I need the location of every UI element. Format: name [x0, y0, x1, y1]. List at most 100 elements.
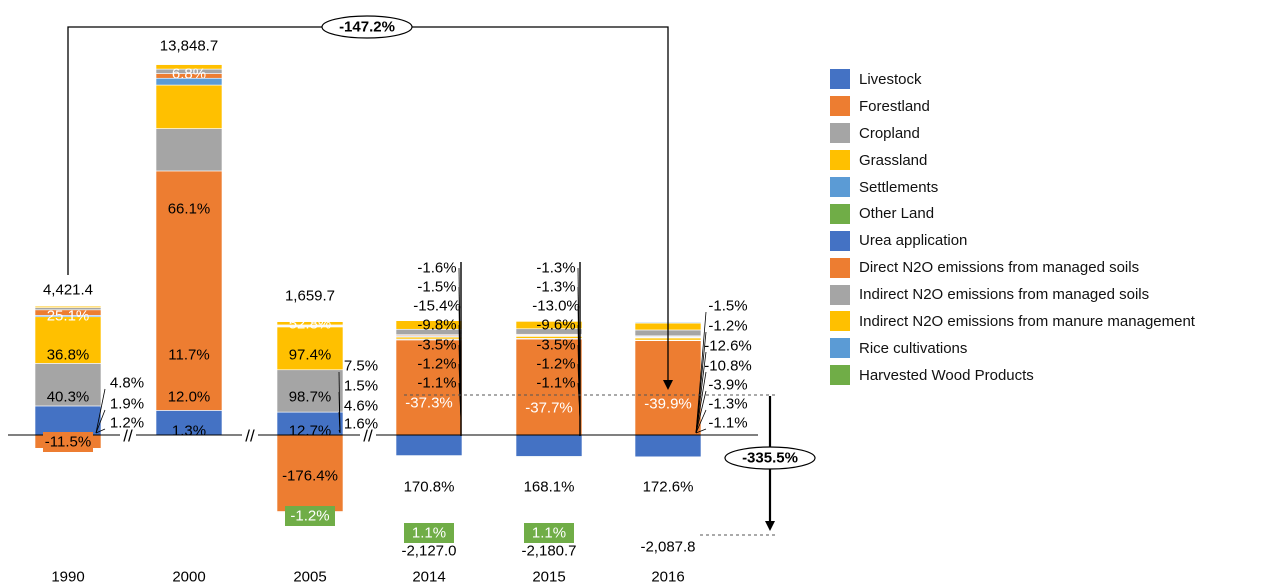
legend-item-settlements: Settlements [830, 174, 1260, 201]
side-label-1990: 1.9% [110, 396, 144, 413]
bar-2015-forestland [515, 338, 583, 436]
bar-2005-indirect-n2o-emissions-from-manure-management [276, 321, 344, 326]
bar-label-2000: 12.0% [168, 389, 211, 406]
total-label-2000: 13,848.7 [160, 38, 218, 55]
axis-break-mark: // [123, 427, 133, 446]
side-label-2014: -1.6% [417, 260, 456, 277]
legend-item-rice-cultivations: Rice cultivations [830, 335, 1260, 362]
bar-2014-forestland [395, 339, 463, 436]
side-label-2005: 4.6% [344, 398, 378, 415]
x-tick-label-2015: 2015 [532, 569, 565, 586]
x-tick-label-2000: 2000 [172, 569, 205, 586]
bar-2016-livestock [634, 434, 702, 458]
legend-swatch [830, 123, 850, 144]
bar-label-2016: 172.6% [643, 479, 694, 496]
bar-label-2014: -37.3% [405, 395, 453, 412]
legend-item-grassland: Grassland [830, 147, 1260, 174]
legend-label: Urea application [859, 232, 968, 250]
bar-2015-harvested-wood-products [515, 456, 583, 459]
legend-label: Forestland [859, 97, 930, 115]
bar-label-1990: 36.8% [47, 347, 90, 364]
side-label-2015: -13.0% [532, 298, 580, 315]
bar-label-2014: 1.1% [412, 525, 446, 542]
bar-label-1990: -11.5% [45, 434, 91, 451]
bar-label-bg [524, 523, 574, 543]
legend-item-other-land: Other Land [830, 200, 1260, 227]
legend-label: Cropland [859, 124, 920, 142]
legend-swatch [830, 365, 850, 386]
side-label-2005: 1.6% [344, 416, 378, 433]
side-label-2015: -3.5% [536, 337, 575, 354]
total-label-2016: -2,087.8 [640, 539, 695, 556]
bar-label-1990: 40.3% [47, 389, 90, 406]
side-label-2016: -1.5% [708, 298, 747, 315]
side-label-2014: -1.5% [417, 279, 456, 296]
side-label-2014: -15.4% [413, 298, 461, 315]
bar-label-2005: 97.4% [289, 347, 332, 364]
bar-1990-grassland [34, 316, 102, 364]
side-label-2014: -3.5% [417, 337, 456, 354]
bar-label-2016: -39.9% [644, 396, 692, 413]
leader-line [695, 331, 707, 434]
bar-label-2000: 6.8% [172, 66, 206, 83]
legend-item-indirect-n2o-emissions-from-managed-soils: Indirect N2O emissions from managed soil… [830, 281, 1260, 308]
side-label-2015: -1.3% [536, 279, 575, 296]
x-tick-label-2014: 2014 [412, 569, 445, 586]
leader-line [695, 390, 707, 434]
side-label-2014: -1.2% [417, 356, 456, 373]
axis-break-mark: // [363, 427, 373, 446]
legend-label: Indirect N2O emissions from managed soil… [859, 286, 1150, 304]
bar-2000-cropland [155, 128, 223, 172]
bar-2014-rice-cultivations [395, 319, 463, 321]
bar-label-2000: 66.1% [168, 201, 211, 218]
x-tick-label-2016: 2016 [651, 569, 684, 586]
axis-break-mask [120, 426, 136, 444]
bar-1990-indirect-n2o-emissions-from-manure-management [34, 305, 102, 308]
bar-2015-rice-cultivations [515, 320, 583, 322]
change-label-335: -335.5% [742, 450, 798, 467]
leader-line [338, 411, 341, 434]
bar-2016-other-land [634, 456, 702, 458]
leader-line [695, 371, 707, 434]
legend-swatch [830, 203, 850, 224]
bar-label-2005: 98.7% [289, 389, 332, 406]
change-badge-335 [724, 446, 816, 470]
bar-2014-harvested-wood-products [395, 455, 463, 458]
bar-label-2005: -176.4% [282, 468, 338, 485]
total-label-2005: 1,659.7 [285, 288, 335, 305]
bar-label-2000: 1.3% [172, 423, 206, 440]
legend-label: Livestock [859, 70, 922, 88]
side-label-2014: -9.8% [417, 317, 456, 334]
bar-label-2015: 168.1% [524, 479, 575, 496]
bar-label-2005: -1.2% [290, 508, 329, 525]
total-label-2014: -2,127.0 [401, 543, 456, 560]
x-tick-label-2005: 2005 [293, 569, 326, 586]
bar-2000-forestland [155, 170, 223, 411]
axis-break-mark: // [245, 427, 255, 446]
legend-label: Harvested Wood Products [859, 366, 1034, 384]
bar-label-bg [404, 523, 454, 543]
leader-line [695, 428, 707, 434]
legend-label: Settlements [859, 178, 939, 196]
side-label-2016: -1.3% [708, 396, 747, 413]
change-label-147: -147.2% [339, 19, 395, 36]
bar-2005-forestland [276, 434, 344, 512]
side-label-2015: -1.1% [536, 375, 575, 392]
legend-swatch [830, 338, 850, 359]
legend-swatch [830, 230, 850, 251]
axis-break-mask [242, 426, 258, 444]
bar-label-2005: 52.8% [289, 316, 332, 333]
total-label-1990: 4,421.4 [43, 282, 93, 299]
bar-label-2000: 11.7% [168, 347, 209, 364]
leader-line [95, 409, 106, 434]
bar-1990-livestock [34, 405, 102, 436]
leader-line [95, 428, 106, 434]
side-label-2016: -10.8% [704, 358, 752, 375]
bar-label-2015: -37.7% [525, 400, 573, 417]
legend-item-forestland: Forestland [830, 93, 1260, 120]
side-label-2015: -9.6% [536, 317, 575, 334]
bar-2005-cropland [276, 369, 344, 413]
legend-label: Other Land [859, 205, 935, 223]
legend-item-harvested-wood-products: Harvested Wood Products [830, 362, 1260, 389]
